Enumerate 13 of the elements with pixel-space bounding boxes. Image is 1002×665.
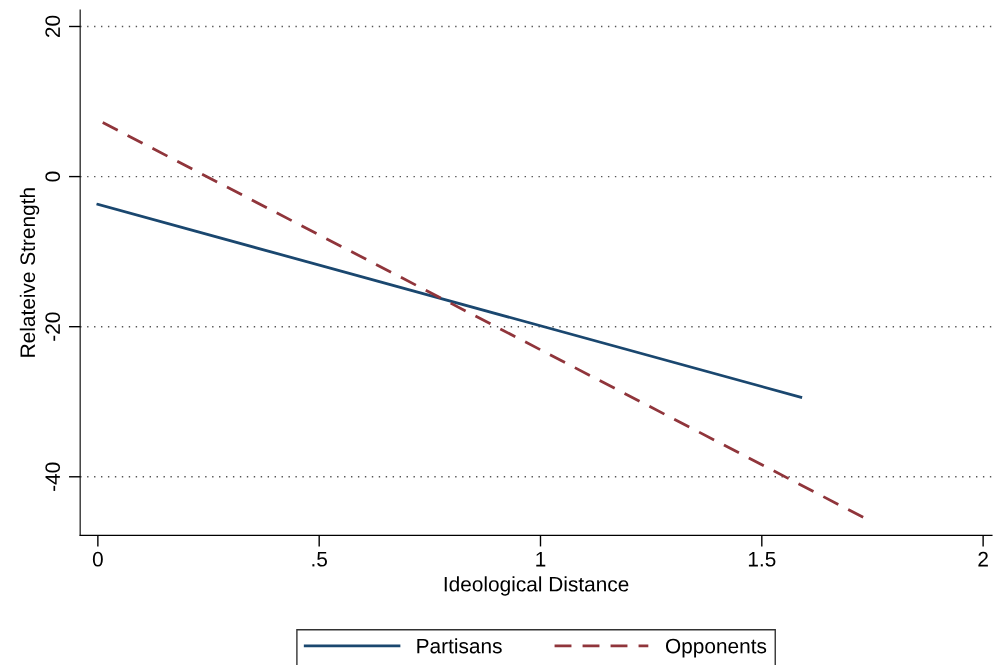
x-tick-label: .5 <box>312 552 327 567</box>
x-tick-label: 1 <box>536 552 546 567</box>
y-tick-label: -40 <box>45 462 61 491</box>
y-axis-title: Relateive Strength <box>19 188 40 357</box>
y-tick-label: 0 <box>45 171 61 182</box>
y-tick-label: 20 <box>45 15 61 38</box>
x-tick-label: 2 <box>978 551 988 567</box>
legend-label: Partisans <box>417 638 502 654</box>
legend-label: Opponents <box>665 638 767 658</box>
y-tick-label: -20 <box>45 312 61 341</box>
x-tick-label: 1.5 <box>748 552 776 567</box>
x-axis-title: Ideological Distance <box>444 576 629 596</box>
x-tick-label: 0 <box>92 551 103 567</box>
